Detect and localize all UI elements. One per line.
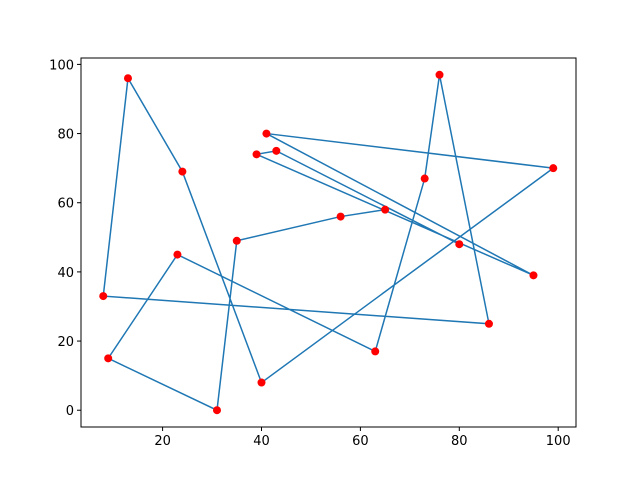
point-marker	[381, 205, 390, 214]
point-marker	[455, 240, 464, 249]
x-tick-label: 40	[253, 434, 270, 449]
y-tick-label: 100	[49, 58, 74, 73]
point-marker	[435, 70, 444, 79]
y-tick-label: 40	[57, 266, 74, 281]
plot-frame	[80, 57, 577, 428]
x-tick-label: 80	[451, 434, 468, 449]
line	[102, 74, 556, 412]
point-marker	[336, 212, 345, 221]
x-tick-label: 100	[546, 434, 571, 449]
point-marker	[262, 129, 271, 138]
point-marker	[212, 406, 221, 415]
point-marker	[178, 167, 187, 176]
point-marker	[272, 146, 281, 155]
point-marker	[549, 164, 558, 173]
x-tick-label: 20	[154, 434, 171, 449]
point-marker	[173, 250, 182, 259]
y-tick-label: 0	[66, 404, 74, 419]
point-marker	[371, 347, 380, 356]
x-tick-label: 60	[352, 434, 369, 449]
point-marker	[104, 354, 113, 363]
point-marker	[420, 174, 429, 183]
point-marker	[99, 292, 108, 301]
point-marker	[252, 150, 261, 159]
point-marker	[529, 271, 538, 280]
point-marker	[232, 236, 241, 245]
point-marker	[484, 319, 493, 328]
point-marker	[123, 74, 132, 83]
point-marker	[257, 378, 266, 387]
y-tick-label: 80	[57, 128, 74, 143]
y-tick-label: 20	[57, 335, 74, 350]
y-tick-label: 60	[57, 197, 74, 212]
